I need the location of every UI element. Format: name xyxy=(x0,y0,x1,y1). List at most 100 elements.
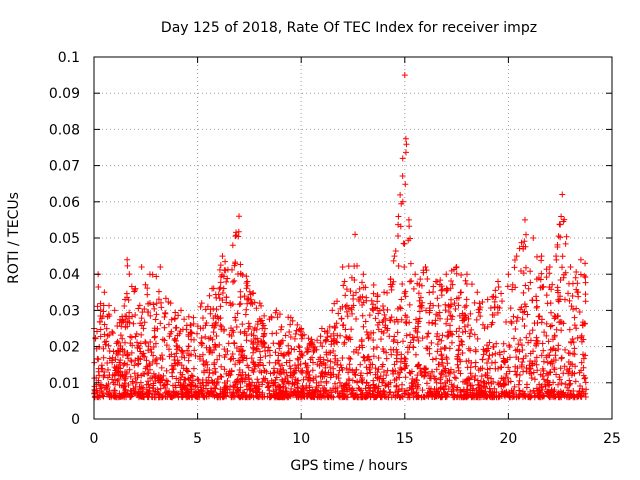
data-point xyxy=(464,281,470,287)
data-point xyxy=(499,298,505,304)
roti-scatter-chart: Day 125 of 2018, Rate Of TEC Index for r… xyxy=(0,0,640,480)
data-point xyxy=(530,235,536,241)
data-point xyxy=(433,356,439,362)
data-point xyxy=(515,315,521,321)
data-point xyxy=(530,297,536,303)
data-point xyxy=(238,294,244,300)
data-point xyxy=(452,374,458,380)
data-point xyxy=(151,335,157,341)
data-point xyxy=(492,287,498,293)
data-point xyxy=(448,297,454,303)
y-tick-label: 0.04 xyxy=(49,267,80,283)
data-point xyxy=(220,290,226,296)
y-axis-label: ROTI / TECUs xyxy=(6,192,22,284)
data-point xyxy=(98,366,104,372)
data-point xyxy=(96,369,102,375)
data-point xyxy=(426,290,432,296)
data-point xyxy=(400,338,406,344)
data-point xyxy=(324,379,330,385)
data-point xyxy=(402,72,408,78)
data-point xyxy=(369,298,375,304)
data-point xyxy=(206,293,212,299)
data-point xyxy=(363,319,369,325)
data-point xyxy=(172,309,178,315)
data-point xyxy=(532,376,538,382)
data-point xyxy=(438,353,444,359)
data-point xyxy=(427,351,433,357)
data-point xyxy=(430,356,436,362)
data-point xyxy=(261,331,267,337)
y-tick-label: 0.06 xyxy=(49,195,80,211)
data-point xyxy=(385,368,391,374)
data-point xyxy=(449,340,455,346)
x-tick-label: 0 xyxy=(90,431,99,447)
data-point xyxy=(558,327,564,333)
data-point xyxy=(424,334,430,340)
data-point xyxy=(454,271,460,277)
data-point xyxy=(401,240,407,246)
data-point xyxy=(488,305,494,311)
data-point xyxy=(95,303,101,309)
data-point xyxy=(388,276,394,282)
data-point xyxy=(211,360,217,366)
data-point xyxy=(142,319,148,325)
data-point xyxy=(468,370,474,376)
data-point xyxy=(463,278,469,284)
data-point xyxy=(435,341,441,347)
data-point xyxy=(266,384,272,390)
data-point xyxy=(462,304,468,310)
data-point xyxy=(403,293,409,299)
data-point xyxy=(416,338,422,344)
data-point xyxy=(467,347,473,353)
data-point xyxy=(527,268,533,274)
data-point xyxy=(505,271,511,277)
data-point xyxy=(522,282,528,288)
data-point xyxy=(139,315,145,321)
data-point xyxy=(243,311,249,317)
data-point xyxy=(549,322,555,328)
data-point xyxy=(161,314,167,320)
data-point xyxy=(112,307,118,313)
data-point xyxy=(393,248,399,254)
chart-title: Day 125 of 2018, Rate Of TEC Index for r… xyxy=(161,20,537,36)
data-point xyxy=(243,273,249,279)
data-point xyxy=(568,264,574,270)
data-point xyxy=(495,278,501,284)
data-point xyxy=(237,329,243,335)
data-point xyxy=(558,356,564,362)
data-point xyxy=(581,376,587,382)
data-point xyxy=(572,315,578,321)
data-point xyxy=(501,341,507,347)
data-point xyxy=(104,360,110,366)
data-point xyxy=(107,348,113,354)
data-point xyxy=(400,155,406,161)
data-point xyxy=(475,336,481,342)
data-point xyxy=(577,309,583,315)
data-point xyxy=(298,332,304,338)
data-point xyxy=(522,217,528,223)
data-point xyxy=(279,324,285,330)
data-point xyxy=(99,362,105,368)
x-tick-label: 20 xyxy=(499,431,517,447)
data-point xyxy=(492,366,498,372)
x-tick-label: 5 xyxy=(193,431,202,447)
data-point xyxy=(111,387,117,393)
data-point xyxy=(549,282,555,288)
data-point xyxy=(186,358,192,364)
data-point xyxy=(360,313,366,319)
data-point xyxy=(582,274,588,280)
data-point xyxy=(489,360,495,366)
data-point xyxy=(337,380,343,386)
data-point xyxy=(172,316,178,322)
data-point xyxy=(273,349,279,355)
data-point xyxy=(554,327,560,333)
data-point xyxy=(527,331,533,337)
data-point xyxy=(572,322,578,328)
data-point xyxy=(151,306,157,312)
data-point xyxy=(583,298,589,304)
data-point xyxy=(522,323,528,329)
data-point xyxy=(523,265,529,271)
data-point xyxy=(391,258,397,264)
data-point xyxy=(157,320,163,326)
data-point xyxy=(348,326,354,332)
